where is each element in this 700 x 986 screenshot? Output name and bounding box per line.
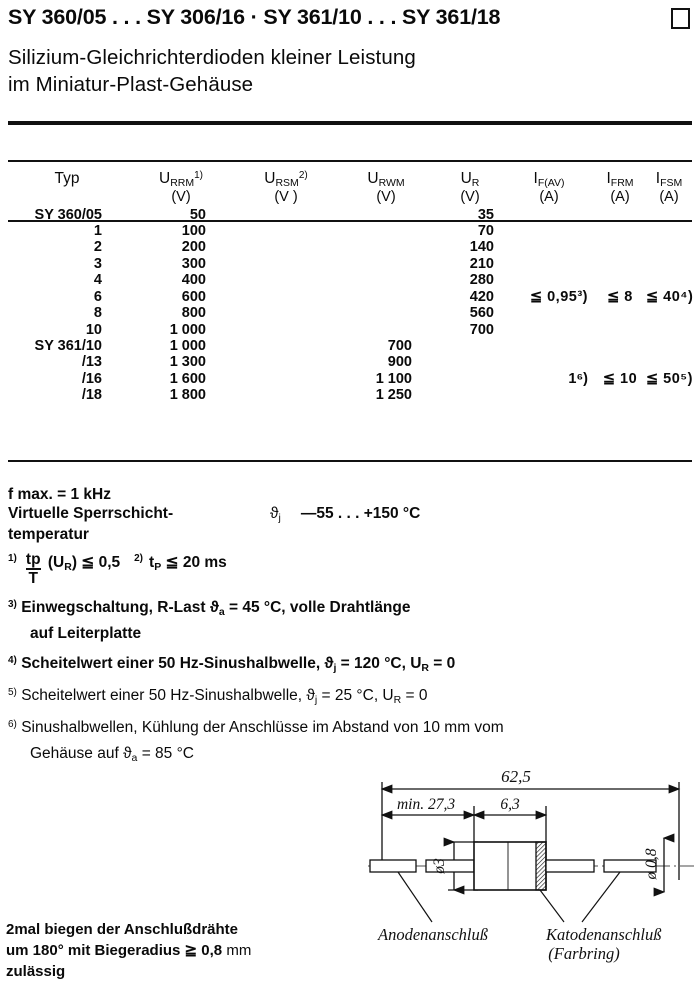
page-title: SY 360/05 . . . SY 306/16 · SY 361/10 . … [8, 5, 501, 29]
footnote-1-2: 1) tp T (UR) ≦ 0,5 2) tP ≦ 20 ms [8, 551, 227, 587]
footnotes-list: 3) Einwegschaltung, R-Last ϑa = 45 °C, v… [8, 596, 692, 773]
footnote-6-line2: Gehäuse auf ϑa = 85 °C [30, 745, 194, 764]
bending-note-line3: zulässig [6, 963, 66, 980]
footnote-2-marker: 2) [134, 553, 144, 564]
table-row: /13 1 300 900 [81, 354, 412, 371]
bending-note-line2: um 180° mit Biegeradius ≧ 0,8 mm [6, 942, 252, 959]
general-notes: f max. = 1 kHz Virtuelle Sperrschicht- ϑ… [8, 485, 692, 544]
tp-over-T-fraction: tp T [25, 551, 41, 587]
col-header-ifav: IF(AV) (A) [533, 170, 565, 205]
fmax-note: f max. = 1 kHz [8, 486, 111, 503]
package-outline-drawing: 62,5 min. 27,3 6,3 ø3 ø 0,8 Anodenanschl… [368, 762, 698, 986]
col-header-typ: Typ [54, 170, 80, 187]
footnote-6: 6) Sinushalbwellen, Kühlung der Anschlüs… [8, 716, 658, 767]
table-row: SY 360/05 50 35 [34, 206, 494, 223]
label-cathode-colour-ring: (Farbring) [548, 944, 620, 963]
col-header-urwm: URWM (V) [367, 170, 405, 205]
subtitle-line-2: im Miniatur-Plast-Gehäuse [8, 73, 254, 97]
divider-top [8, 121, 692, 125]
parameter-table: Typ URRM1) (V) URSM2) (V ) URWM (V) [8, 170, 694, 404]
table-row: SY 361/10 1 000 700 [34, 337, 412, 354]
dim-total-length: 62,5 [501, 767, 531, 786]
footnote-3-line2: auf Leiterplatte [30, 625, 142, 642]
col-header-ur: UR (V) [460, 170, 480, 205]
dim-body-length: 6,3 [500, 796, 520, 813]
divider-table-top [8, 160, 692, 162]
table-row: 1 100 70 [93, 223, 494, 240]
subtitle-line-1: Silizium-Gleichrichterdioden kleiner Lei… [8, 46, 416, 69]
square-outline-icon [671, 8, 690, 29]
col-header-ursm: URSM2) (V ) [264, 170, 308, 205]
bending-note: 2mal biegen der Anschlußdrähte um 180° m… [6, 919, 346, 982]
footnote-5: 5) Scheitelwert einer 50 Hz-Sinushalbwel… [8, 687, 428, 706]
table-header-row: Typ URRM1) (V) URSM2) (V ) URWM (V) [8, 170, 692, 207]
tj-note-row: Virtuelle Sperrschicht- ϑj —55 . . . +15… [8, 504, 692, 525]
table-row: 8 800 560 [93, 305, 494, 322]
table-row: /18 1 800 1 250 [81, 387, 412, 404]
table-row: 2 200 140 [93, 239, 494, 256]
page-subtitle: Silizium-Gleichrichterdioden kleiner Lei… [8, 44, 668, 99]
bending-note-line1: 2mal biegen der Anschlußdrähte [6, 921, 238, 938]
table-body: SY 360/05 50 35 1 100 70 2 200 140 3 300 210 4 40… [8, 206, 694, 404]
table-row: 10 1 000 700 [85, 321, 494, 338]
footnote-1-text: (UR) ≦ 0,5 [43, 554, 121, 573]
tj-label-line2: temperatur [8, 526, 89, 543]
dim-wire-diameter: ø 0,8 [643, 848, 660, 880]
col-header-ifsm: IFSM (A) [655, 170, 683, 205]
col-header-ifrm: IFRM (A) [606, 170, 634, 205]
header-title-row: SY 360/05 . . . SY 306/16 · SY 361/10 . … [8, 5, 692, 30]
label-anode-lead: Anodenanschluß [377, 925, 488, 944]
col-header-urrm: URRM1) (V) [158, 170, 204, 205]
table: Typ URRM1) (V) URSM2) (V ) URWM (V) [8, 170, 694, 404]
table-row: 4 400 280 [93, 272, 494, 289]
footnote-3: 3) Einwegschaltung, R-Last ϑa = 45 °C, v… [8, 596, 692, 646]
tj-value: —55 . . . +150 °C [300, 505, 421, 522]
footnote-4: 4) Scheitelwert einer 50 Hz-Sinushalbwel… [8, 655, 456, 674]
footnote-2-text: tP ≦ 20 ms [149, 554, 227, 573]
divider-table-bottom [8, 460, 692, 462]
table-row: /16 1 600 1 100 1⁶) ≦ 10 ≦ 50⁵) [81, 370, 693, 387]
footnote-1-marker: 1) [8, 553, 17, 564]
dim-min-lead-length: min. 27,3 [397, 796, 455, 813]
table-row: 3 300 210 [93, 255, 494, 272]
divider-header-bottom [8, 220, 692, 222]
label-cathode-lead: Katodenanschluß [545, 925, 662, 944]
tj-label-line1: Virtuelle Sperrschicht- [8, 505, 174, 522]
dim-body-diameter: ø3 [431, 858, 448, 875]
tj-symbol: ϑj [270, 505, 281, 524]
table-row: 6 600 420 ≦ 0,95³) ≦ 8 ≦ 40⁴) [93, 288, 694, 305]
